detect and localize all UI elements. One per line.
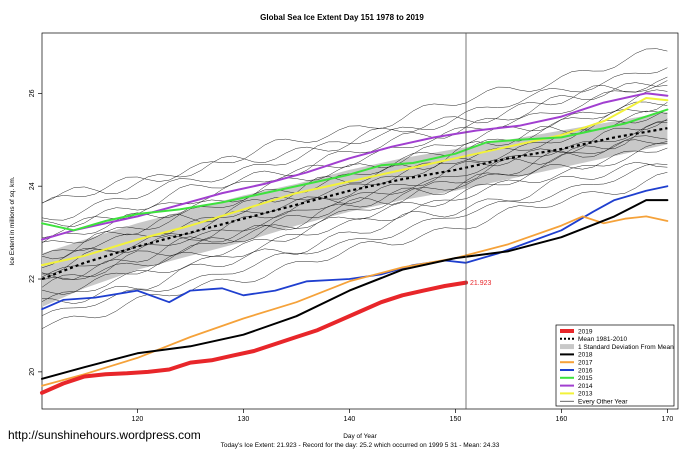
legend-label: 1 Standard Deviation From Mean	[578, 344, 674, 351]
series-line-2013	[41, 97, 669, 267]
series-line-2018	[41, 199, 669, 380]
y-tick-label: 24	[29, 182, 36, 190]
series-line-2015	[41, 108, 669, 232]
legend-label: 2013	[578, 391, 593, 398]
legend-box	[555, 324, 675, 407]
other-year-line	[41, 172, 668, 329]
legend-label: 2015	[578, 375, 593, 382]
series-line-2014	[41, 92, 669, 241]
other-year-line	[41, 102, 668, 260]
x-axis-label: Day of Year	[343, 433, 377, 440]
legend-label: 2014	[578, 383, 593, 390]
series-line-2017	[41, 215, 669, 387]
series-line-2019	[40, 280, 468, 395]
mean-line	[41, 127, 668, 281]
footer-stats: Today's Ice Extent: 21.923 - Record for …	[221, 442, 500, 449]
std-deviation-band-layer	[42, 111, 668, 307]
watermark-url: http://sunshinehours.wordpress.com	[8, 428, 201, 442]
x-tick-label: 170	[662, 416, 674, 423]
y-tick-label: 22	[29, 275, 36, 283]
x-tick-label: 130	[238, 416, 250, 423]
x-tick-label: 150	[450, 416, 462, 423]
std-deviation-band	[42, 111, 668, 307]
legend-label: 2018	[578, 352, 593, 359]
other-year-line	[41, 161, 668, 304]
other-year-line	[41, 139, 668, 280]
other-year-line	[41, 82, 668, 227]
legend-swatch	[560, 344, 574, 350]
x-axis-ticks: 120 130 140 150 160 170	[132, 409, 674, 423]
chart-title: Global Sea Ice Extent Day 151 1978 to 20…	[260, 13, 424, 22]
x-tick-label: 160	[556, 416, 568, 423]
other-year-line	[41, 109, 668, 269]
other-year-line	[41, 143, 668, 302]
other-year-line	[41, 67, 668, 221]
x-tick-label: 120	[132, 416, 144, 423]
y-tick-label: 26	[29, 89, 36, 97]
y-axis-label: Ice Extent in millions of sq. km.	[9, 176, 16, 265]
other-year-line	[41, 163, 668, 316]
legend-label: 2017	[578, 360, 593, 367]
other-year-line	[41, 122, 668, 288]
y-axis-ticks: 20 22 24 26	[29, 89, 42, 376]
x-tick-label: 140	[344, 416, 356, 423]
current-value-label: 21.923	[470, 280, 492, 287]
other-year-line	[41, 147, 668, 295]
mean-line-layer	[41, 127, 668, 281]
legend-label: Every Other Year	[578, 399, 628, 406]
other-year-line	[41, 76, 668, 204]
legend-label: 2019	[578, 328, 593, 335]
legend-label: 2016	[578, 367, 593, 374]
other-year-line	[41, 48, 668, 204]
legend-label: Mean 1981-2010	[578, 336, 628, 343]
other-year-line	[41, 80, 668, 239]
y-tick-label: 20	[29, 368, 36, 376]
highlighted-years-layer	[40, 92, 669, 395]
